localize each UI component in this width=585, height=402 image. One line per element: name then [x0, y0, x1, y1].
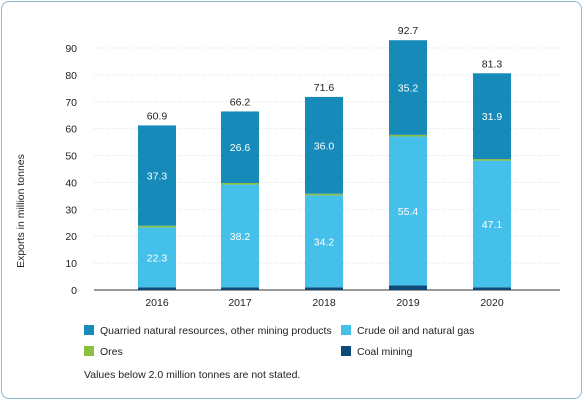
x-tick-label: 2017 [228, 297, 252, 309]
y-tick-label: 50 [65, 151, 77, 163]
data-label: 26.6 [230, 142, 251, 154]
bar-segment-coal [138, 287, 176, 290]
bar-segment-ores [473, 159, 511, 161]
bar-segment-ores [138, 225, 176, 228]
y-tick-label: 70 [65, 97, 77, 109]
legend-swatch-quarried [84, 325, 94, 335]
bar-segment-coal [305, 287, 343, 290]
data-label: 37.3 [147, 171, 168, 183]
total-label: 81.3 [482, 58, 503, 70]
y-tick-label: 10 [65, 258, 77, 270]
bar-segment-crude [389, 136, 427, 286]
total-label: 66.2 [230, 96, 251, 108]
legend-swatch-coal [341, 346, 351, 356]
bar-segment-crude [305, 195, 343, 288]
y-tick-label: 30 [65, 204, 77, 216]
legend-label-crude: Crude oil and natural gas [357, 325, 474, 337]
y-axis-label: Exports in million tonnes [15, 154, 27, 268]
legend-swatch-ores [84, 346, 94, 356]
data-label: 34.2 [314, 236, 335, 248]
bar-segment-quarried [138, 125, 176, 226]
data-label: 36.0 [314, 140, 335, 152]
total-label: 92.7 [398, 25, 419, 37]
legend-label-coal: Coal mining [357, 346, 413, 358]
x-tick-label: 2019 [396, 297, 420, 309]
y-tick-label: 0 [71, 285, 77, 297]
data-label: 47.1 [482, 219, 503, 231]
bar-segment-crude [138, 227, 176, 288]
y-tick-label: 90 [65, 43, 77, 55]
y-tick-label: 60 [65, 124, 77, 136]
data-label: 31.9 [482, 111, 503, 123]
legend-label-quarried: Quarried natural resources, other mining… [100, 325, 332, 337]
y-tick-label: 80 [65, 70, 77, 82]
y-tick-label: 40 [65, 177, 77, 189]
bar-segment-crude [473, 160, 511, 288]
bar-segment-coal [389, 285, 427, 290]
bar-segment-ores [221, 182, 259, 185]
bar-segment-quarried [473, 73, 511, 160]
x-tick-label: 2020 [480, 297, 504, 309]
data-label: 38.2 [230, 231, 251, 243]
chart-note: Values below 2.0 million tonnes are not … [84, 369, 300, 381]
legend-swatch-crude [341, 325, 351, 335]
bar-segment-coal [473, 287, 511, 290]
bar-segment-quarried [305, 96, 343, 194]
data-label: 55.4 [398, 206, 419, 218]
x-tick-label: 2018 [312, 297, 336, 309]
total-label: 71.6 [314, 82, 335, 94]
data-label: 22.3 [147, 252, 168, 264]
bar-segment-quarried [221, 111, 259, 183]
bar-segment-quarried [389, 40, 427, 135]
legend-label-ores: Ores [100, 346, 123, 358]
y-tick-label: 20 [65, 231, 77, 243]
bar-segment-ores [305, 193, 343, 196]
bar-segment-coal [221, 287, 259, 290]
total-label: 60.9 [147, 110, 168, 122]
bar-segment-ores [389, 134, 427, 137]
data-label: 35.2 [398, 83, 419, 95]
bar-segment-crude [221, 184, 259, 288]
x-tick-label: 2016 [145, 297, 169, 309]
